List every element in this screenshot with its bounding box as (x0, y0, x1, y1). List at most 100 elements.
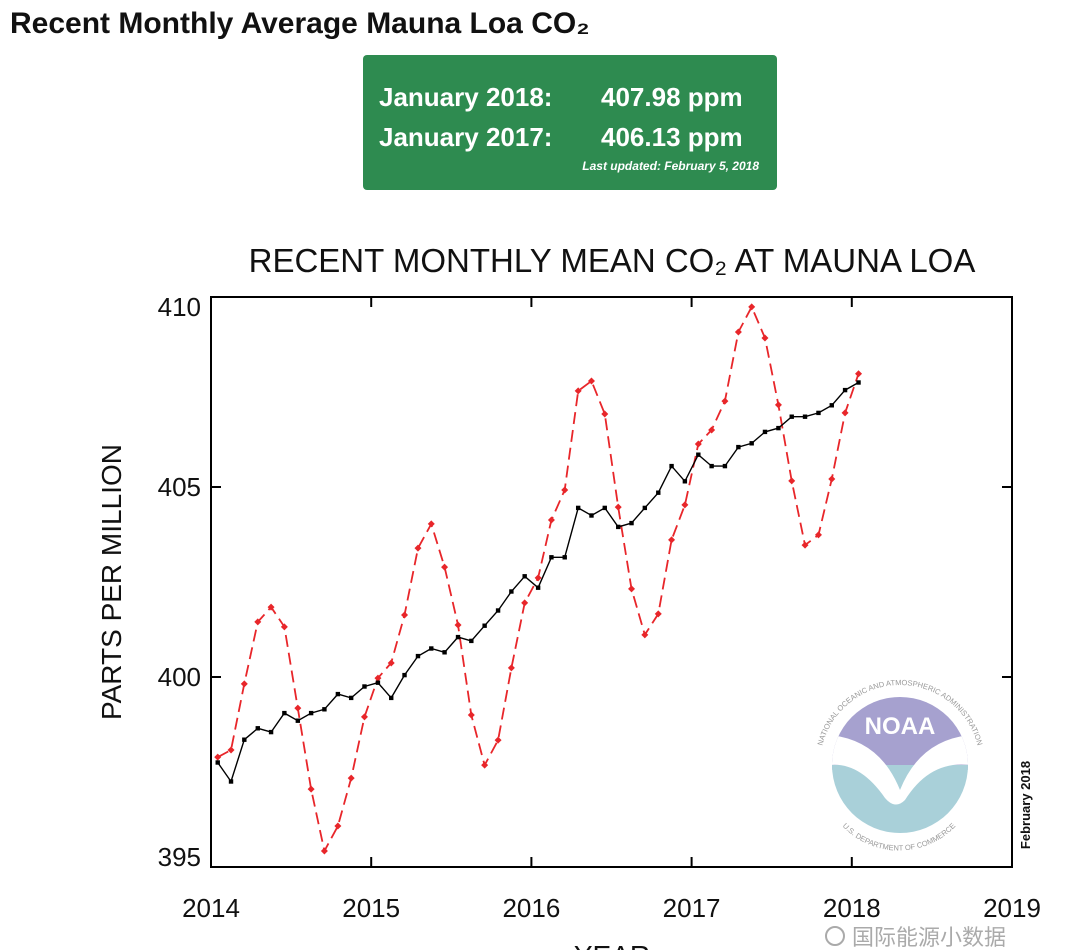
point (814, 531, 822, 539)
point (469, 638, 474, 644)
x-tick-label: 2014 (182, 893, 240, 923)
point (535, 585, 541, 590)
point (442, 650, 447, 655)
point (215, 760, 220, 765)
point (562, 555, 567, 560)
point (722, 463, 728, 469)
point (295, 718, 301, 723)
page-title: Recent Monthly Average Mauna Loa CO₂ (10, 7, 590, 40)
y-axis-label: PARTS PER MILLION (96, 444, 127, 720)
x-axis-label: YEAR (574, 940, 650, 950)
point (267, 603, 275, 611)
point (441, 563, 449, 571)
y-tick-label: 405 (158, 472, 201, 502)
point (682, 479, 688, 484)
point (736, 444, 741, 450)
point (749, 441, 754, 446)
point (694, 440, 702, 448)
info-row: January 2017: 406.13 ppm (379, 117, 759, 157)
chart-title: RECENT MONTHLY MEAN CO₂ AT MAUNA LOA (249, 242, 976, 279)
logo-text: NOAA (865, 713, 936, 740)
info-label: January 2018: (379, 82, 553, 112)
point (307, 785, 315, 793)
point (387, 659, 395, 667)
point (641, 631, 649, 639)
point (855, 370, 863, 378)
point (629, 520, 634, 526)
point (721, 397, 729, 405)
logo-bird (832, 735, 968, 805)
point (829, 403, 834, 408)
point (802, 414, 808, 419)
point (614, 503, 622, 511)
point (561, 486, 569, 494)
point (227, 746, 235, 754)
y-tick-label: 410 (158, 292, 201, 322)
point (587, 377, 595, 385)
info-value: 406.13 ppm (601, 122, 743, 152)
point (347, 774, 355, 782)
point (549, 555, 554, 560)
point (602, 505, 607, 511)
point (628, 585, 636, 593)
point (774, 401, 782, 409)
point (507, 664, 515, 672)
point (681, 501, 689, 509)
point (656, 490, 661, 495)
series-line (217, 381, 859, 784)
point (616, 524, 621, 530)
point (762, 429, 768, 435)
point (280, 623, 288, 631)
x-tick-label: 2019 (983, 893, 1041, 923)
point (547, 516, 555, 524)
point (734, 328, 742, 336)
point (228, 779, 234, 784)
point (335, 691, 341, 697)
point (589, 513, 594, 518)
point (788, 477, 796, 485)
point (575, 505, 581, 511)
point (748, 303, 756, 311)
point (294, 704, 302, 712)
point (389, 695, 394, 701)
point (401, 611, 409, 619)
point (334, 822, 342, 830)
info-box: January 2018: 407.98 ppm January 2017: 406… (363, 55, 777, 190)
point (268, 729, 274, 735)
point (282, 710, 287, 716)
point (375, 680, 381, 685)
x-tick-label: 2017 (663, 893, 721, 923)
plot-frame (210, 296, 1013, 868)
watermark: 国际能源小数据 (852, 925, 1006, 950)
point (308, 710, 314, 716)
point (816, 410, 821, 416)
point (776, 425, 781, 431)
point (522, 574, 527, 579)
point (789, 414, 794, 419)
point (481, 761, 489, 769)
x-tick-label: 2016 (502, 893, 560, 923)
point (495, 608, 501, 613)
point (255, 726, 260, 731)
point (254, 618, 262, 626)
x-tick-label: 2015 (342, 893, 400, 923)
info-note: Last updated: February 5, 2018 (582, 159, 759, 173)
noaa-logo: NOAA NATIONAL OCEANIC AND ATMOSPHERIC AD… (812, 677, 988, 853)
point (467, 711, 475, 719)
x-tick-label: 2018 (823, 893, 881, 923)
point (415, 653, 421, 659)
point (521, 599, 529, 607)
point (601, 410, 609, 418)
point (668, 536, 676, 544)
point (362, 684, 367, 689)
point (360, 713, 368, 721)
point (642, 505, 648, 511)
point (801, 541, 809, 549)
point (708, 426, 716, 434)
point (429, 646, 434, 651)
point (402, 672, 407, 678)
point (348, 695, 354, 701)
point (320, 847, 328, 855)
point (654, 610, 662, 618)
